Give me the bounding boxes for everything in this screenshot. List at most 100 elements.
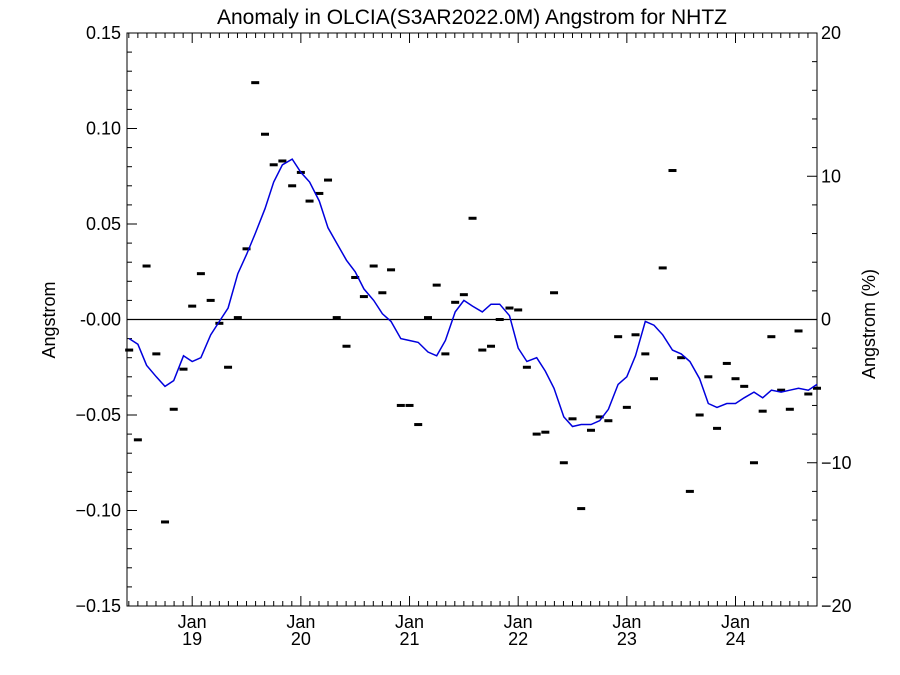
data-point — [332, 316, 341, 320]
data-point — [233, 316, 242, 320]
x-tick-label-year: 19 — [182, 629, 202, 649]
data-point — [369, 264, 378, 268]
data-point — [179, 367, 188, 371]
x-tick-label-year: 24 — [725, 629, 745, 649]
data-point — [169, 407, 178, 411]
data-point — [695, 413, 704, 417]
data-point — [731, 377, 740, 381]
data-point — [188, 304, 197, 308]
data-point — [586, 428, 595, 432]
y-right-tick-label: 10 — [821, 166, 841, 186]
data-point — [196, 272, 205, 276]
data-point — [432, 283, 441, 287]
data-point — [631, 333, 640, 337]
data-point — [713, 426, 722, 430]
data-point — [550, 291, 559, 295]
data-point — [668, 169, 677, 173]
data-point — [152, 352, 161, 356]
y-tick-label: 0.05 — [86, 214, 121, 234]
y-tick-label: −0.10 — [75, 501, 121, 521]
data-point — [242, 247, 251, 251]
data-point — [478, 348, 487, 352]
x-tick-label-year: 20 — [291, 629, 311, 649]
data-point — [541, 430, 550, 434]
smoothed-anomaly-line — [128, 158, 818, 428]
y-tick-label: 0.10 — [86, 119, 121, 139]
data-point — [532, 432, 541, 436]
data-point — [577, 507, 586, 511]
data-point — [206, 298, 215, 302]
data-point — [459, 293, 468, 297]
data-point — [650, 377, 659, 381]
data-point — [813, 386, 821, 390]
data-point — [468, 216, 477, 220]
data-point — [595, 415, 604, 419]
data-point — [677, 356, 686, 360]
data-point — [378, 291, 387, 295]
y-axis-right: 20 10 0 −10 −20 — [807, 23, 852, 616]
y-right-tick-label: 20 — [821, 23, 841, 43]
data-point — [305, 199, 314, 203]
data-point — [740, 384, 749, 388]
data-point — [758, 409, 767, 413]
data-point — [142, 264, 151, 268]
y-axis-left: 0.15 0.10 0.05 -0.00 −0.05 −0.10 −0.15 — [75, 23, 137, 616]
data-point — [423, 316, 432, 320]
chart-title: Anomaly in OLCIA(S3AR2022.0M) Angstrom f… — [217, 6, 727, 29]
data-point — [658, 266, 667, 270]
y-tick-label: 0.15 — [86, 23, 121, 43]
data-point — [125, 348, 134, 352]
data-point — [288, 184, 297, 188]
data-point — [396, 403, 405, 407]
data-point — [722, 361, 731, 365]
data-point — [487, 344, 496, 348]
data-point — [641, 352, 650, 356]
y-right-tick-label: −10 — [821, 453, 852, 473]
data-point — [414, 423, 423, 427]
x-tick-label-month: Jan — [612, 612, 641, 632]
data-point — [405, 403, 414, 407]
data-point — [315, 191, 324, 195]
data-point — [215, 321, 224, 325]
data-point — [359, 295, 368, 299]
data-point — [794, 329, 803, 333]
data-point — [514, 308, 523, 312]
data-point — [451, 300, 460, 304]
y-tick-label: -0.00 — [80, 310, 121, 330]
y-tick-label: −0.05 — [75, 405, 121, 425]
data-point — [568, 417, 577, 421]
data-point — [387, 268, 396, 272]
x-tick-label-year: 22 — [508, 629, 528, 649]
y-right-tick-label: −20 — [821, 596, 852, 616]
y-right-tick-label: 0 — [821, 310, 831, 330]
data-point — [441, 352, 450, 356]
data-point — [522, 365, 531, 369]
data-point — [622, 405, 631, 409]
data-point — [278, 159, 287, 163]
data-point — [251, 81, 260, 85]
data-point — [767, 335, 776, 339]
data-point — [559, 461, 568, 465]
x-tick-label-month: Jan — [178, 612, 207, 632]
data-point — [269, 163, 278, 167]
data-point — [324, 178, 333, 182]
x-tick-label-month: Jan — [395, 612, 424, 632]
data-point — [351, 275, 360, 279]
data-point — [685, 489, 694, 493]
x-tick-label-month: Jan — [286, 612, 315, 632]
data-point — [777, 388, 786, 392]
data-point — [604, 419, 613, 423]
x-tick-label-year: 23 — [617, 629, 637, 649]
y-axis-label-right: Angstrom (%) — [859, 269, 879, 379]
data-point — [704, 375, 713, 379]
x-tick-label-year: 21 — [400, 629, 420, 649]
data-point — [133, 438, 142, 442]
data-point — [614, 335, 623, 339]
x-tick-label-month: Jan — [721, 612, 750, 632]
data-point — [342, 344, 351, 348]
data-point — [505, 306, 514, 310]
data-point — [749, 461, 758, 465]
y-axis-label-left: Angstrom — [39, 281, 59, 358]
